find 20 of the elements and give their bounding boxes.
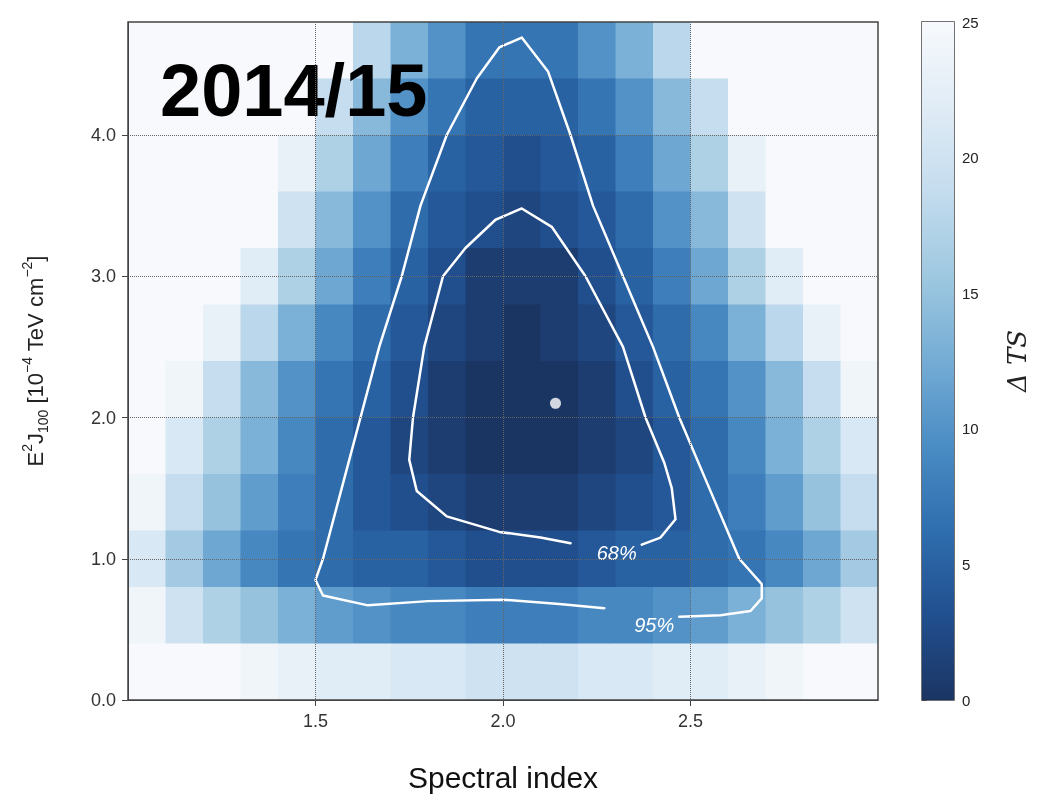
color-bar-label: 0 [962,691,971,709]
color-bar-label: 10 [962,420,979,438]
x-axis-title: Spectral index [407,760,599,794]
color-bar-label: 20 [962,149,979,167]
x-tick-label: 1.5 [302,711,329,731]
line-series [408,207,677,546]
y-tick-label: 2.0 [90,407,116,428]
color-bar-title: Δ TS [1002,329,1032,394]
x-tick-label: 2.0 [490,711,516,731]
color-bar-label: 15 [962,284,979,302]
y-tick-label: 3.0 [90,266,116,287]
y-tick-label: 1.0 [90,548,116,569]
series-label: 68% [596,541,637,564]
text: E2J100 [10−4 TeV cm−2] [19,255,51,467]
series-label: 95% [634,613,675,636]
color-bar-label: 5 [962,555,971,573]
color-bar-label: 25 [962,13,979,31]
y-tick-label: 0.0 [90,690,116,710]
y-tick-label: 4.0 [90,125,116,145]
x-tick-label: 2.5 [677,711,704,731]
